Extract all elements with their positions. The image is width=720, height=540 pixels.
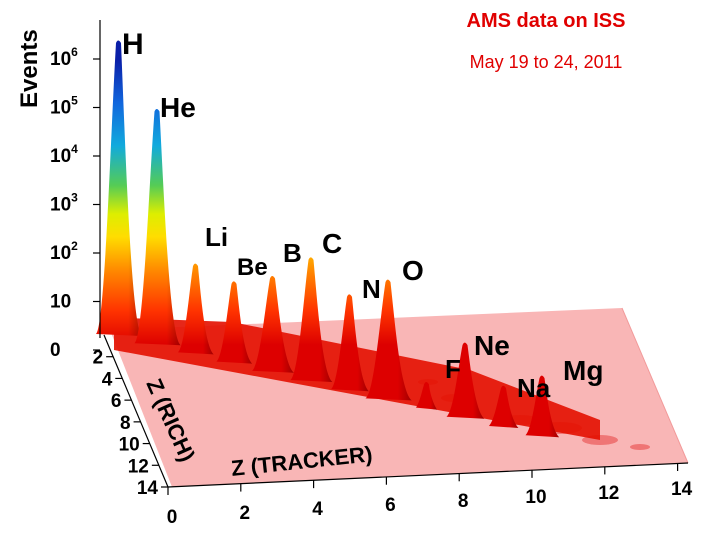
z-tick-label: 8	[120, 413, 131, 434]
y-tick-label: 102	[50, 239, 78, 264]
x-tick-label: 12	[598, 483, 619, 504]
peak-shade	[446, 342, 485, 419]
z-tick-label: 6	[111, 391, 122, 412]
peak-shade	[331, 294, 369, 392]
z-tick-label: 10	[119, 435, 140, 456]
peak-shade	[525, 375, 560, 438]
element-label-mg: Mg	[563, 355, 603, 386]
peak-shade	[178, 263, 214, 355]
z-tick-label: 4	[102, 369, 113, 390]
y-axis-title: Events	[16, 29, 43, 108]
x-tick-label: 2	[240, 503, 251, 524]
z-axis-line	[103, 334, 169, 488]
z-tick-label: 2	[93, 348, 104, 369]
element-label-he: He	[160, 92, 196, 123]
x-tick-label: 6	[385, 495, 396, 516]
element-label-n: N	[362, 274, 381, 304]
x-tick-label: 4	[312, 499, 323, 520]
x-axis-line	[167, 462, 689, 488]
element-label-b: B	[283, 238, 302, 268]
peak-shade	[489, 385, 519, 428]
y-tick-label: 106	[50, 45, 78, 70]
peak-shade	[365, 279, 412, 401]
element-label-li: Li	[205, 222, 228, 252]
peak-shade	[416, 381, 437, 410]
element-label-c: C	[322, 228, 342, 259]
peak-shade	[96, 40, 143, 336]
element-label-f: F	[445, 354, 461, 384]
z-tick-label: 14	[137, 478, 159, 499]
peak-shade	[134, 108, 181, 346]
element-label-h: H	[122, 28, 144, 61]
y-tick-label: 105	[50, 94, 78, 119]
element-label-ne: Ne	[474, 330, 510, 361]
y-tick-label: 104	[50, 142, 78, 167]
x-tick-label: 0	[167, 507, 178, 528]
x-tick-label: 8	[458, 491, 469, 512]
chart-subtitle: May 19 to 24, 2011	[470, 52, 623, 72]
peak-shade	[252, 276, 294, 373]
x-tick-label: 10	[525, 487, 546, 508]
y-tick-label: 103	[50, 191, 78, 216]
floor-edge-right	[621, 307, 689, 464]
element-label-na: Na	[517, 373, 551, 403]
peak-shade	[290, 257, 333, 382]
element-label-o: O	[402, 255, 424, 286]
x-axis: 0 2 4 6 8 10 12 14	[167, 462, 693, 528]
y-axis: 106 105 104 103 102 10 0	[50, 20, 101, 361]
floor-blob	[630, 444, 650, 450]
peak-shade	[216, 281, 253, 364]
y-tick-label: 0	[50, 340, 61, 361]
chart-title: AMS data on ISS	[467, 10, 626, 32]
x-tick-label: 14	[671, 479, 693, 500]
element-label-be: Be	[237, 254, 268, 281]
peaks-layer	[96, 40, 600, 440]
y-tick-label: 10	[50, 292, 71, 313]
z-tick-label: 12	[128, 456, 149, 477]
